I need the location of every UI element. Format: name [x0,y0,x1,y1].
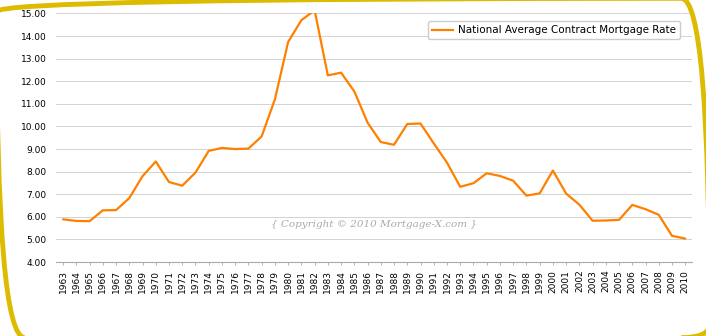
Legend: National Average Contract Mortgage Rate: National Average Contract Mortgage Rate [428,21,681,39]
Text: { Copyright © 2010 Mortgage-X.com }: { Copyright © 2010 Mortgage-X.com } [271,220,477,229]
